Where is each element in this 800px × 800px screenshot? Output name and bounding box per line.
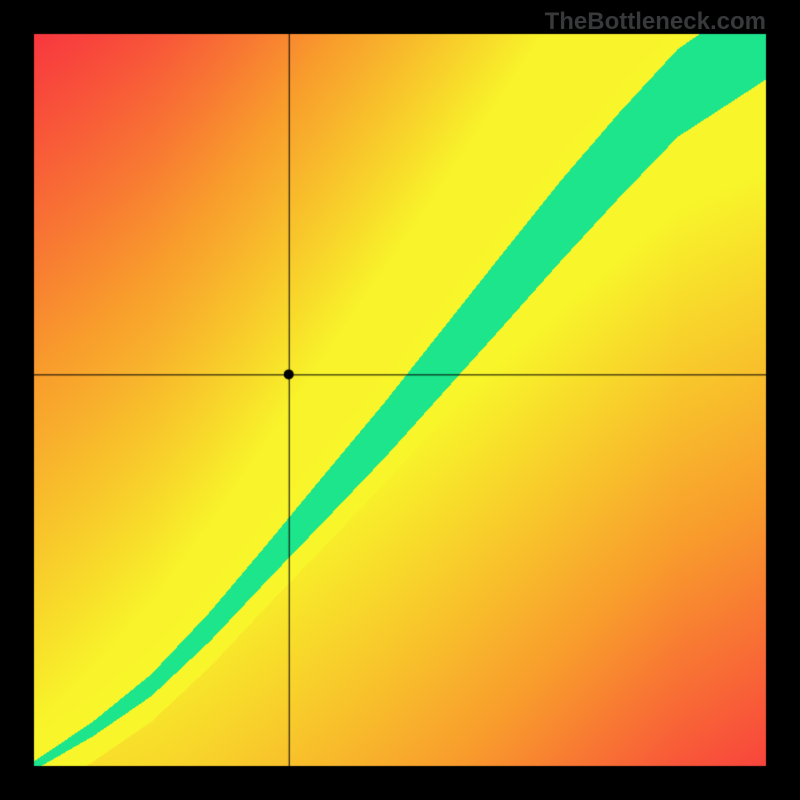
chart-container: TheBottleneck.com bbox=[0, 0, 800, 800]
watermark-text: TheBottleneck.com bbox=[545, 8, 766, 36]
heatmap-canvas bbox=[0, 0, 800, 800]
